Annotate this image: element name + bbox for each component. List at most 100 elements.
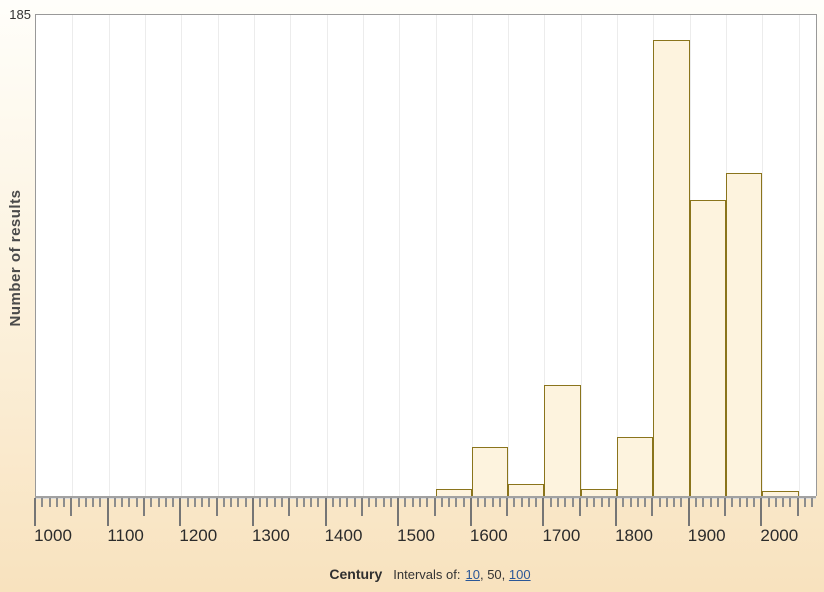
axis-tick-1540 [426, 498, 429, 507]
histogram-bar-1800[interactable] [617, 436, 654, 496]
axis-tick-1460 [368, 498, 371, 507]
axis-tick-1620 [484, 498, 487, 507]
gridline-1350 [290, 15, 292, 496]
gridline-1200 [181, 15, 183, 496]
axis-tick-1610 [477, 498, 479, 507]
axis-tick-1480 [382, 498, 385, 507]
histogram-bar-1550[interactable] [435, 488, 472, 496]
interval-link-100[interactable]: 100 [508, 567, 531, 582]
axis-tick-label-1600: 1600 [469, 526, 508, 545]
gridline-1250 [217, 15, 219, 496]
axis-tick-1880 [673, 498, 676, 507]
axis-tick-2000 [760, 498, 763, 526]
axis-tick-label-1500: 1500 [397, 526, 436, 545]
histogram-bar-1900[interactable] [689, 200, 726, 496]
axis-tick-1930 [709, 498, 712, 507]
interval-current-50: 50 [487, 567, 502, 582]
axis-tick-1170 [157, 498, 160, 507]
histogram-bar-1600[interactable] [471, 446, 509, 496]
histogram-bar-1700[interactable] [544, 385, 581, 496]
interval-separator: , [479, 567, 488, 582]
gridline-1550 [435, 15, 437, 496]
axis-tick-1510 [404, 498, 407, 507]
intervals-list: 10, 50, 100 [466, 567, 531, 582]
axis-tick-1420 [339, 498, 341, 507]
axis-tick-1770 [593, 498, 596, 507]
axis-tick-1740 [571, 498, 574, 507]
gridline-1400 [326, 15, 328, 496]
axis-tick-1230 [201, 498, 203, 507]
axis-tick-1150 [142, 498, 145, 516]
axis-tick-1440 [353, 498, 356, 507]
gridline-1650 [508, 15, 510, 496]
gridline-1100 [108, 15, 110, 496]
axis-tick-2050 [796, 498, 799, 516]
axis-tick-1870 [665, 498, 668, 507]
axis-tick-1750 [578, 498, 581, 516]
axis-tick-1340 [280, 498, 283, 507]
axis-tick-1270 [230, 498, 233, 507]
axis-tick-label-1800: 1800 [615, 526, 653, 545]
axis-tick-1330 [273, 498, 276, 507]
axis-tick-1450 [360, 498, 363, 516]
y-axis-max-label: 185 [9, 7, 31, 22]
axis-tick-1220 [193, 498, 196, 507]
axis-tick-1520 [411, 498, 414, 507]
gridline-1800 [617, 15, 618, 496]
axis-tick-1100 [106, 498, 109, 526]
histogram-bar-2000[interactable] [762, 491, 799, 496]
gridline-1700 [544, 15, 546, 496]
axis-tick-1760 [586, 498, 588, 507]
gridline-1450 [362, 15, 364, 496]
histogram-bar-1950[interactable] [726, 172, 763, 496]
axis-tick-1260 [222, 498, 225, 507]
axis-tick-1500 [397, 498, 400, 526]
axis-tick-1600 [469, 498, 472, 526]
axis-tick-label-1700: 1700 [542, 526, 581, 545]
axis-tick-1310 [259, 498, 262, 507]
axis-tick-1030 [55, 498, 58, 507]
axis-tick-1650 [506, 498, 509, 516]
x-axis-baseline [35, 496, 816, 499]
histogram-bar-1650[interactable] [508, 483, 545, 496]
axis-tick-1960 [731, 498, 734, 507]
axis-tick-1730 [564, 498, 567, 507]
histogram-bar-1850[interactable] [653, 39, 690, 496]
interval-separator: , [501, 567, 509, 582]
intervals-label: Intervals of: [393, 567, 461, 582]
axis-tick-1280 [237, 498, 240, 507]
axis-tick-1580 [455, 498, 458, 507]
axis-tick-label-1100: 1100 [107, 526, 144, 545]
histogram-bar-1750[interactable] [580, 488, 617, 496]
axis-tick-2010 [767, 498, 770, 507]
axis-tick-1640 [498, 498, 501, 507]
axis-tick-1160 [150, 498, 153, 507]
axis-tick-1980 [745, 498, 748, 507]
axis-tick-1370 [302, 498, 305, 507]
axis-tick-1970 [738, 498, 741, 507]
axis-tick-1590 [462, 498, 465, 507]
axis-tick-label-1300: 1300 [251, 526, 290, 545]
gridline-2050 [798, 15, 800, 496]
axis-tick-2040 [789, 498, 792, 507]
axis-tick-1810 [622, 498, 625, 507]
plot-area [35, 14, 817, 496]
axis-tick-1000 [34, 498, 36, 526]
axis-tick-label-1200: 1200 [179, 526, 218, 545]
axis-tick-1180 [164, 498, 167, 507]
gridline-2000 [762, 15, 764, 496]
gridline-1500 [399, 15, 401, 496]
axis-tick-1900 [687, 498, 690, 526]
axis-tick-1530 [418, 498, 421, 507]
axis-tick-1020 [48, 498, 51, 507]
axis-tick-label-1000: 1000 [34, 526, 72, 545]
axis-tick-1570 [448, 498, 450, 507]
axis-tick-1840 [644, 498, 647, 507]
axis-tick-1060 [77, 498, 80, 507]
interval-link-10[interactable]: 10 [465, 567, 480, 582]
axis-tick-1910 [694, 498, 697, 507]
gridline-1300 [253, 15, 255, 496]
axis-tick-1430 [346, 498, 349, 507]
axis-tick-1300 [251, 498, 254, 526]
